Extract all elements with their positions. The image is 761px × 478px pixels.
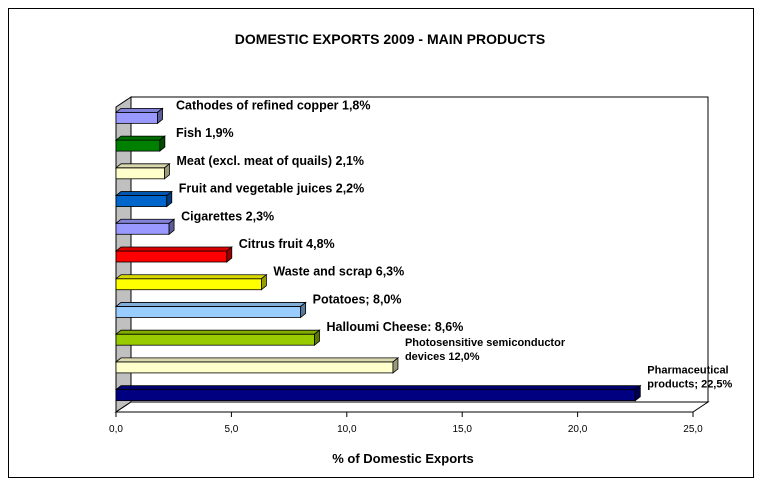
bar	[114, 190, 173, 208]
bar-chart: DOMESTIC EXPORTS 2009 - MAIN PRODUCTS 0,…	[109, 31, 732, 466]
bar-label: Cigarettes 2,3%	[181, 209, 274, 223]
bar-side	[634, 384, 641, 402]
x-tick-label: 25,0	[683, 424, 703, 435]
bar	[114, 162, 171, 180]
bar	[114, 273, 268, 291]
bar-side	[159, 135, 166, 152]
bar-label: Potatoes; 8,0%	[313, 292, 402, 306]
bar-side	[166, 190, 173, 208]
bar-top	[114, 246, 233, 252]
bar-front	[115, 333, 315, 346]
bar-top	[114, 274, 268, 280]
bar-front	[115, 139, 161, 152]
chart-title: DOMESTIC EXPORTS 2009 - MAIN PRODUCTS	[235, 31, 545, 47]
bar	[114, 384, 642, 402]
bar-label: Waste and scrap 6,3%	[273, 265, 404, 279]
x-tick-label: 5,0	[224, 424, 238, 435]
bar-top	[114, 191, 173, 196]
bar-front	[115, 167, 165, 180]
bar-label: Cathodes of refined copper 1,8%	[176, 98, 370, 112]
bar-label: Citrus fruit 4,8%	[239, 237, 335, 251]
bar-top	[114, 385, 642, 391]
bar-front	[115, 306, 302, 318]
bar-top	[114, 218, 176, 224]
floor	[114, 401, 710, 413]
bar-side	[314, 329, 320, 347]
x-tick-label: 15,0	[452, 424, 472, 435]
bar	[114, 107, 164, 125]
bar-front	[115, 361, 394, 374]
bar-label: Fruit and vegetable juices 2,2%	[179, 182, 364, 196]
bar-label: Halloumi Cheese: 8,6%	[326, 320, 463, 334]
bar-label: Pharmaceutical products; 22,5%	[647, 365, 732, 391]
bar-front	[115, 111, 158, 124]
bar-top	[114, 135, 166, 141]
bar-side	[392, 357, 399, 374]
x-axis-ticks: 0,0 5,0 10,0 15,0 20,0 25,0	[109, 412, 703, 435]
bar-label: Photosensitive semiconductor devices 12,0…	[405, 337, 566, 363]
bar-top	[114, 357, 400, 363]
bar-front	[115, 250, 228, 263]
bar-front	[115, 195, 168, 207]
bar-label: Fish 1,9%	[176, 126, 234, 140]
bar-side	[226, 246, 233, 263]
bar-front	[115, 222, 170, 235]
x-tick-label: 10,0	[337, 424, 357, 435]
bar-top	[114, 329, 321, 335]
bar-side	[300, 301, 307, 319]
bar	[114, 301, 307, 319]
bar-top	[114, 107, 164, 113]
bar-side	[261, 273, 267, 291]
x-tick-label: 0,0	[109, 424, 123, 435]
bar-front	[115, 389, 636, 402]
bar	[114, 135, 166, 152]
bar	[114, 246, 233, 263]
bar	[114, 357, 400, 374]
bar-side	[168, 218, 175, 236]
x-axis-label: % of Domestic Exports	[332, 451, 474, 466]
bar-front	[115, 278, 262, 291]
bar-side	[157, 107, 163, 125]
bar	[114, 218, 176, 236]
bar	[114, 329, 321, 347]
bar-side	[164, 162, 170, 180]
bar-top	[114, 163, 171, 169]
bars	[114, 107, 642, 402]
bar-top	[114, 302, 307, 307]
bar-label: Meat (excl. meat of quails) 2,1%	[176, 154, 364, 168]
bar-labels: Pharmaceutical products; 22,5% Photosensit…	[176, 98, 732, 390]
x-tick-label: 20,0	[568, 424, 588, 435]
